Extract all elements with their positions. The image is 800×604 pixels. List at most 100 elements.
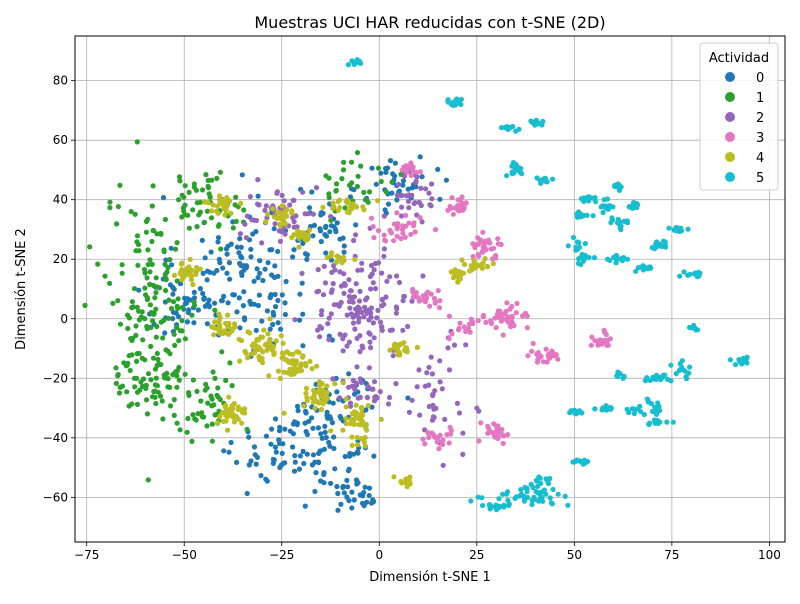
data-point [306, 227, 312, 233]
data-point [500, 433, 507, 439]
data-point [232, 202, 238, 208]
data-point [389, 179, 395, 185]
data-point [649, 245, 655, 251]
data-point [414, 344, 420, 350]
data-point [177, 328, 183, 334]
data-point [226, 260, 232, 266]
data-point [212, 300, 218, 306]
data-point [257, 355, 263, 361]
data-point [504, 124, 510, 130]
data-point [476, 253, 482, 259]
data-point [369, 500, 375, 506]
data-point [318, 406, 325, 413]
data-point [206, 304, 212, 310]
data-point [189, 438, 195, 444]
data-point [191, 320, 197, 326]
data-point [396, 279, 403, 286]
data-point [155, 356, 161, 363]
data-point [398, 213, 405, 219]
data-point [259, 360, 266, 366]
data-point [346, 339, 352, 345]
data-point [428, 354, 434, 360]
data-point [340, 484, 346, 490]
data-point [343, 421, 349, 427]
data-point [296, 466, 302, 472]
data-point [429, 430, 435, 436]
data-point [176, 174, 183, 180]
y-tick-label: −20 [43, 371, 68, 385]
data-point [335, 507, 341, 513]
data-point [470, 254, 476, 260]
data-point [359, 406, 365, 412]
data-point [476, 241, 482, 247]
data-point [359, 500, 366, 506]
data-point [125, 325, 131, 332]
data-point [373, 181, 379, 187]
data-point [387, 158, 394, 164]
data-point [495, 236, 501, 242]
data-point [119, 262, 125, 268]
data-point [166, 297, 172, 303]
data-point [136, 287, 142, 293]
data-point [328, 311, 334, 317]
data-point [493, 253, 499, 259]
data-point [229, 411, 235, 417]
data-point [356, 319, 362, 325]
data-point [366, 485, 373, 491]
data-point [349, 489, 355, 495]
data-point [179, 304, 185, 311]
data-point [132, 211, 138, 217]
data-point [289, 234, 295, 241]
data-point [429, 181, 435, 187]
data-point [582, 252, 588, 258]
data-point [420, 293, 426, 299]
data-point [498, 241, 504, 248]
data-point [646, 421, 652, 427]
data-point [437, 298, 443, 304]
data-point [134, 139, 140, 145]
data-point [577, 255, 583, 261]
data-point [375, 307, 381, 313]
data-point [393, 310, 399, 316]
data-point [524, 494, 531, 501]
data-point [268, 441, 274, 447]
data-point [621, 218, 627, 224]
data-point [500, 332, 506, 338]
data-point [664, 419, 670, 425]
data-point [323, 223, 329, 229]
data-point [203, 381, 209, 387]
data-point [677, 273, 683, 279]
data-point [357, 288, 363, 294]
y-tick-label: 0 [60, 312, 68, 326]
data-point [341, 257, 347, 263]
data-point [409, 185, 415, 191]
data-point [528, 118, 534, 124]
data-point [162, 216, 168, 223]
data-point [295, 408, 301, 414]
data-point [217, 260, 223, 266]
data-point [568, 408, 574, 414]
data-point [142, 270, 148, 276]
data-point [416, 367, 422, 373]
data-point [362, 443, 368, 449]
data-point [294, 403, 301, 409]
data-point [245, 355, 251, 361]
data-point [223, 418, 229, 424]
data-point [265, 211, 271, 217]
data-point [321, 471, 327, 478]
data-point [349, 383, 355, 389]
data-point [511, 323, 517, 329]
data-point [278, 333, 284, 339]
data-point [144, 275, 150, 281]
data-point [230, 225, 236, 231]
data-point [220, 265, 226, 271]
data-point [223, 246, 229, 252]
data-point [203, 172, 209, 178]
data-point [154, 350, 160, 357]
data-point [361, 189, 367, 195]
data-point [311, 388, 317, 394]
data-point [215, 394, 221, 400]
data-point [426, 434, 432, 440]
data-point [530, 340, 536, 347]
